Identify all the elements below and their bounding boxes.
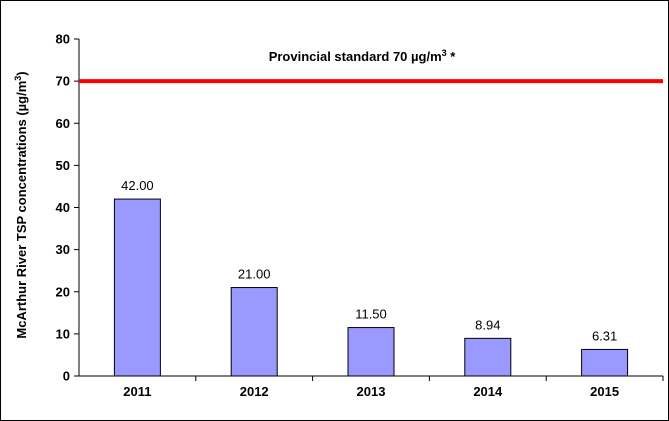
bar-2011 <box>113 198 161 377</box>
data-label-2013: 11.50 <box>355 307 387 322</box>
y-tick-label: 60 <box>56 116 70 131</box>
data-label-2011: 42.00 <box>121 178 154 193</box>
bar-2014 <box>464 337 512 377</box>
x-tick-label-2012: 2012 <box>240 384 269 399</box>
bar-2013 <box>347 327 395 377</box>
bars: 42.00 21.00 11.50 8.94 6.31 <box>113 178 629 377</box>
y-tick-label: 30 <box>56 242 70 257</box>
bar-2015 <box>581 348 629 377</box>
y-tick-label: 70 <box>56 74 70 89</box>
data-label-2015: 6.31 <box>592 328 617 343</box>
y-tick-label: 40 <box>56 200 70 215</box>
x-tick-label-2013: 2013 <box>357 384 386 399</box>
bar-2012 <box>230 287 278 377</box>
x-tick-label-2015: 2015 <box>590 384 619 399</box>
x-tick-label-2011: 2011 <box>123 384 151 399</box>
data-label-2012: 21.00 <box>238 267 271 282</box>
x-axis-ticks: 2011 2012 2013 2014 2015 <box>123 376 664 399</box>
x-tick-label-2014: 2014 <box>473 384 503 399</box>
y-tick-label: 20 <box>56 284 70 299</box>
y-tick-label: 50 <box>56 158 70 173</box>
y-tick-label: 0 <box>63 369 70 384</box>
y-tick-label: 80 <box>56 32 70 47</box>
y-tick-label: 10 <box>56 326 70 341</box>
y-axis-label: McArthur River TSP concentrations (µg/m3… <box>13 71 29 338</box>
provincial-standard-label: Provincial standard 70 µg/m3 * <box>269 48 457 64</box>
y-axis-ticks: 0 10 20 30 40 50 60 70 80 <box>56 32 79 384</box>
data-label-2014: 8.94 <box>475 317 500 332</box>
